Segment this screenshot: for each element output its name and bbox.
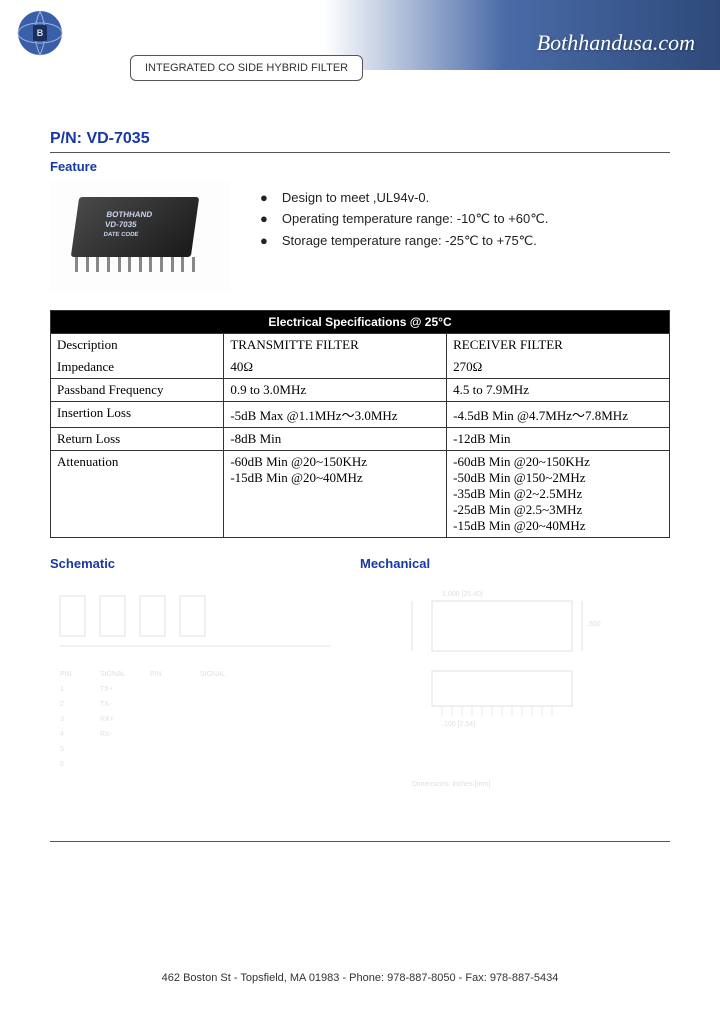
spec-tx: 0.9 to 3.0MHz bbox=[224, 379, 447, 402]
chip-date: DATE CODE bbox=[103, 232, 139, 238]
svg-text:RX-: RX- bbox=[100, 731, 113, 738]
spec-rx: -60dB Min @20~150KHz -50dB Min @150~2MHz… bbox=[447, 451, 670, 538]
svg-text:1: 1 bbox=[60, 686, 64, 693]
spec-tx: TRANSMITTE FILTER bbox=[224, 334, 447, 357]
svg-text:PIN: PIN bbox=[150, 671, 162, 678]
feature-row: BOTHHAND VD-7035 DATE CODE Design to mee… bbox=[50, 182, 670, 292]
content-area: P/N: VD-7035 Feature BOTHHAND VD-7035 DA… bbox=[0, 70, 720, 852]
diagram-area: PIN SIGNAL PIN SIGNAL 1 2 3 4 5 6 TX+ TX- RX+ RX- 1… bbox=[50, 581, 670, 821]
feature-item: Design to meet ,UL94v-0. bbox=[260, 187, 548, 208]
spec-tx: -60dB Min @20~150KHz -15dB Min @20~40MHz bbox=[224, 451, 447, 538]
footer-divider bbox=[50, 841, 670, 842]
svg-text:SIGNAL: SIGNAL bbox=[200, 671, 226, 678]
table-row: Insertion Loss -5dB Max @1.1MHz～3.0MHz -… bbox=[51, 402, 670, 428]
spec-table: Electrical Specifications @ 25°C Descrip… bbox=[50, 310, 670, 538]
spec-label: Description bbox=[51, 334, 224, 357]
divider bbox=[50, 152, 670, 153]
schematic-diagram: PIN SIGNAL PIN SIGNAL 1 2 3 4 5 6 TX+ TX- RX+ RX- bbox=[50, 586, 348, 814]
svg-text:SIGNAL: SIGNAL bbox=[100, 671, 126, 678]
mechanical-title: Mechanical bbox=[360, 556, 670, 571]
spec-rx: 4.5 to 7.9MHz bbox=[447, 379, 670, 402]
footer-text: 462 Boston St - Topsfield, MA 01983 - Ph… bbox=[0, 972, 720, 984]
svg-text:2: 2 bbox=[60, 701, 64, 708]
spec-rx: -4.5dB Min @4.7MHz～7.8MHz bbox=[447, 402, 670, 428]
svg-text:B: B bbox=[37, 28, 44, 38]
spec-tx: 40Ω bbox=[224, 356, 447, 379]
spec-rx: 270Ω bbox=[447, 356, 670, 379]
svg-text:6: 6 bbox=[60, 761, 64, 768]
feature-title: Feature bbox=[50, 159, 670, 174]
svg-text:4: 4 bbox=[60, 731, 64, 738]
product-image: BOTHHAND VD-7035 DATE CODE bbox=[50, 182, 230, 292]
company-logo: B bbox=[15, 8, 65, 58]
mechanical-diagram: 1.000 [25.40] .500 .100 [2.54] Dimension… bbox=[372, 586, 670, 814]
spec-rx: RECEIVER FILTER bbox=[447, 334, 670, 357]
spec-tx: -5dB Max @1.1MHz～3.0MHz bbox=[224, 402, 447, 428]
spec-label: Insertion Loss bbox=[51, 402, 224, 428]
spec-rx: -12dB Min bbox=[447, 428, 670, 451]
svg-text:RX+: RX+ bbox=[100, 716, 114, 723]
table-row: Attenuation -60dB Min @20~150KHz -15dB M… bbox=[51, 451, 670, 538]
table-row: Passband Frequency 0.9 to 3.0MHz 4.5 to … bbox=[51, 379, 670, 402]
table-row: Impedance 40Ω 270Ω bbox=[51, 356, 670, 379]
svg-text:TX+: TX+ bbox=[100, 686, 113, 693]
chip-pn: VD-7035 bbox=[104, 220, 137, 229]
part-number: P/N: VD-7035 bbox=[50, 130, 670, 148]
schematic-title: Schematic bbox=[50, 556, 360, 571]
spec-label: Attenuation bbox=[51, 451, 224, 538]
spec-label: Impedance bbox=[51, 356, 224, 379]
spec-label: Passband Frequency bbox=[51, 379, 224, 402]
feature-item: Operating temperature range: -10℃ to +60… bbox=[260, 208, 548, 230]
svg-text:3: 3 bbox=[60, 716, 64, 723]
chip-brand: BOTHHAND bbox=[106, 210, 153, 219]
document-subtitle: INTEGRATED CO SIDE HYBRID FILTER bbox=[130, 55, 363, 81]
spec-label: Return Loss bbox=[51, 428, 224, 451]
diagram-titles: Schematic Mechanical bbox=[50, 556, 670, 571]
svg-text:.100 [2.54]: .100 [2.54] bbox=[442, 721, 475, 728]
feature-item: Storage temperature range: -25℃ to +75℃. bbox=[260, 230, 548, 252]
svg-text:5: 5 bbox=[60, 746, 64, 753]
feature-list: Design to meet ,UL94v-0. Operating tempe… bbox=[260, 182, 548, 252]
spec-table-header: Electrical Specifications @ 25°C bbox=[51, 311, 670, 334]
svg-text:Dimensions: inches [mm]: Dimensions: inches [mm] bbox=[412, 781, 490, 788]
svg-text:TX-: TX- bbox=[100, 701, 112, 708]
table-row: Description TRANSMITTE FILTER RECEIVER F… bbox=[51, 334, 670, 357]
spec-tx: -8dB Min bbox=[224, 428, 447, 451]
svg-text:.500: .500 bbox=[587, 621, 601, 628]
header-banner: B Bothhandusa.com INTEGRATED CO SIDE HYB… bbox=[0, 0, 720, 70]
svg-text:1.000 [25.40]: 1.000 [25.40] bbox=[442, 591, 483, 598]
company-link[interactable]: Bothhandusa.com bbox=[537, 30, 695, 56]
svg-text:PIN: PIN bbox=[60, 671, 72, 678]
table-row: Return Loss -8dB Min -12dB Min bbox=[51, 428, 670, 451]
